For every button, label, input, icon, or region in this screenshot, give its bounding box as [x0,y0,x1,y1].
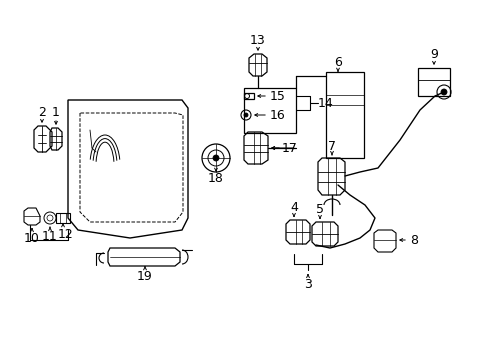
Text: 12: 12 [58,228,74,240]
Text: 10: 10 [24,231,40,244]
Circle shape [213,155,219,161]
Text: 19: 19 [137,270,153,283]
Bar [56,213,70,223]
Text: 4: 4 [289,201,297,213]
Text: 15: 15 [269,90,285,103]
Circle shape [440,89,446,95]
Text: 13: 13 [250,33,265,46]
Text: 7: 7 [327,140,335,153]
Text: 1: 1 [52,105,60,118]
Circle shape [244,113,247,117]
Text: 5: 5 [315,202,324,216]
Text: 16: 16 [269,108,285,122]
Text: 14: 14 [318,96,333,109]
Text: 9: 9 [429,48,437,60]
Bar [325,72,363,158]
Bar [244,88,295,133]
Bar [417,68,449,96]
Text: 11: 11 [42,230,58,243]
Text: 3: 3 [304,278,311,291]
Text: 2: 2 [38,105,46,118]
Text: 6: 6 [333,55,341,68]
Bar [244,93,253,99]
Text: 18: 18 [207,171,224,185]
Text: 8: 8 [409,234,417,247]
Text: 17: 17 [282,141,297,154]
